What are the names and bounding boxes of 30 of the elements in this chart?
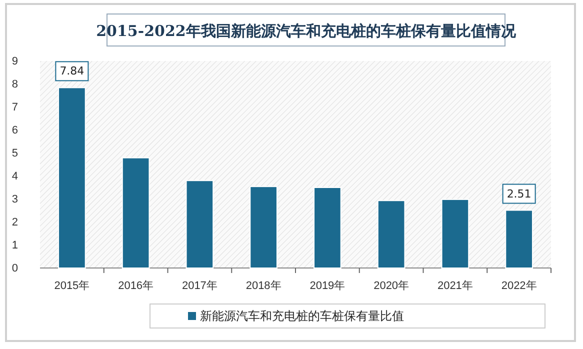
y-tick-label: 1 <box>12 240 18 252</box>
y-tick-label: 3 <box>12 194 18 206</box>
x-tick-label: 2022年 <box>501 280 537 292</box>
bar <box>441 198 470 268</box>
bar <box>58 87 86 268</box>
y-tick-label: 5 <box>12 148 18 160</box>
bar <box>186 180 214 268</box>
y-tick-label: 6 <box>12 124 18 137</box>
bar <box>314 187 342 268</box>
x-tick-label: 2017年 <box>182 280 218 292</box>
x-tick-label: 2018年 <box>246 280 282 292</box>
bar <box>505 210 533 268</box>
x-tick-label: 2016年 <box>118 280 154 292</box>
data-label: 7.84 <box>60 64 84 78</box>
chart-title: 2015-2022年我国新能源汽车和充电桩的车桩保有量比值情况 <box>96 22 517 40</box>
bar <box>377 200 406 268</box>
x-tick-label: 2020年 <box>374 280 410 292</box>
y-tick-label: 0 <box>12 262 18 275</box>
bar <box>122 157 150 268</box>
data-label: 2.51 <box>506 187 532 200</box>
x-tick-label: 2021年 <box>437 280 473 292</box>
y-tick-label: 9 <box>12 56 18 68</box>
y-tick-label: 2 <box>12 216 18 229</box>
y-tick-label: 4 <box>12 170 18 183</box>
x-tick-label: 2015年 <box>54 280 90 292</box>
y-tick-label: 7 <box>12 102 18 114</box>
legend-label: 新能源汽车和充电桩的车桩保有量比值 <box>200 309 404 323</box>
x-tick-label: 2019年 <box>310 280 346 292</box>
bar <box>250 186 278 268</box>
y-tick-label: 8 <box>12 78 18 91</box>
